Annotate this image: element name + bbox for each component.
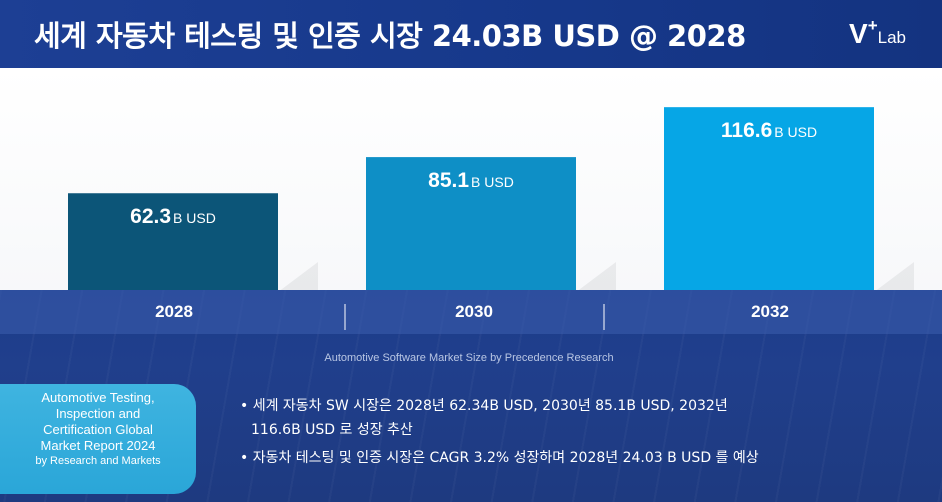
report-badge: Automotive Testing, Inspection and Certi… <box>0 384 196 494</box>
header-banner: 세계 자동차 테스팅 및 인증 시장 24.03B USD @ 2028 V+L… <box>0 0 942 68</box>
badge-line: Certification Global <box>43 422 153 437</box>
x-tick-label: 2028 <box>155 302 193 321</box>
x-axis-band: 2028 2030 2032 <box>0 290 942 334</box>
bullet-item: • 세계 자동차 SW 시장은 2028년 62.34B USD, 2030년 … <box>240 398 728 414</box>
axis-separator <box>603 304 605 330</box>
x-tick-label: 2032 <box>751 302 789 321</box>
logo-v: V <box>849 18 868 49</box>
source-note: Automotive Software Market Size by Prece… <box>324 352 614 364</box>
bar-2032 <box>664 107 874 292</box>
bar-2028 <box>68 193 278 292</box>
bar-value-label: 62.3 B USD <box>130 205 216 228</box>
bar-2030 <box>366 157 576 292</box>
axis-separator <box>344 304 346 330</box>
page-title: 세계 자동차 테스팅 및 인증 시장 24.03B USD @ 2028 <box>34 19 746 53</box>
x-tick-label: 2030 <box>455 302 493 321</box>
badge-line: Market Report 2024 <box>40 438 156 453</box>
bullet-item: • 자동차 테스팅 및 인증 시장은 CAGR 3.2% 성장하며 2028년 … <box>240 450 759 466</box>
badge-line: Automotive Testing, <box>41 390 155 405</box>
bullet-list: • 세계 자동차 SW 시장은 2028년 62.34B USD, 2030년 … <box>240 394 920 470</box>
bullet-item-continuation: 116.6B USD 로 성장 추산 <box>251 422 413 438</box>
badge-source: by Research and Markets <box>35 455 161 467</box>
info-panel: 2028 2030 2032 Automotive Software Marke… <box>0 290 942 502</box>
bar-shadow <box>874 262 914 292</box>
chart-plot-area: 62.3 B USD 85.1 B USD 116.6 B USD <box>0 68 942 292</box>
bar-value-label: 85.1 B USD <box>428 169 514 192</box>
bar-shadow <box>278 262 318 292</box>
vlab-logo: V+Lab <box>849 16 906 50</box>
bar-shadow <box>576 262 616 292</box>
logo-plus: + <box>867 16 878 35</box>
badge-line: Inspection and <box>55 406 141 421</box>
bar-chart: 62.3 B USD 85.1 B USD 116.6 B USD <box>68 107 914 292</box>
bar-value-label: 116.6 B USD <box>721 119 817 142</box>
logo-lab: Lab <box>877 28 906 47</box>
